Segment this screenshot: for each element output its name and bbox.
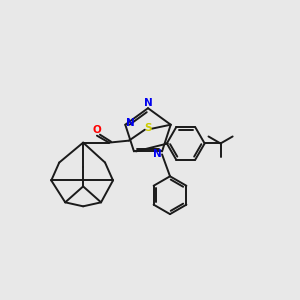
Text: N: N xyxy=(126,118,135,128)
Text: O: O xyxy=(93,125,101,135)
Text: N: N xyxy=(153,149,161,159)
Text: S: S xyxy=(144,123,152,133)
Text: N: N xyxy=(144,98,152,108)
